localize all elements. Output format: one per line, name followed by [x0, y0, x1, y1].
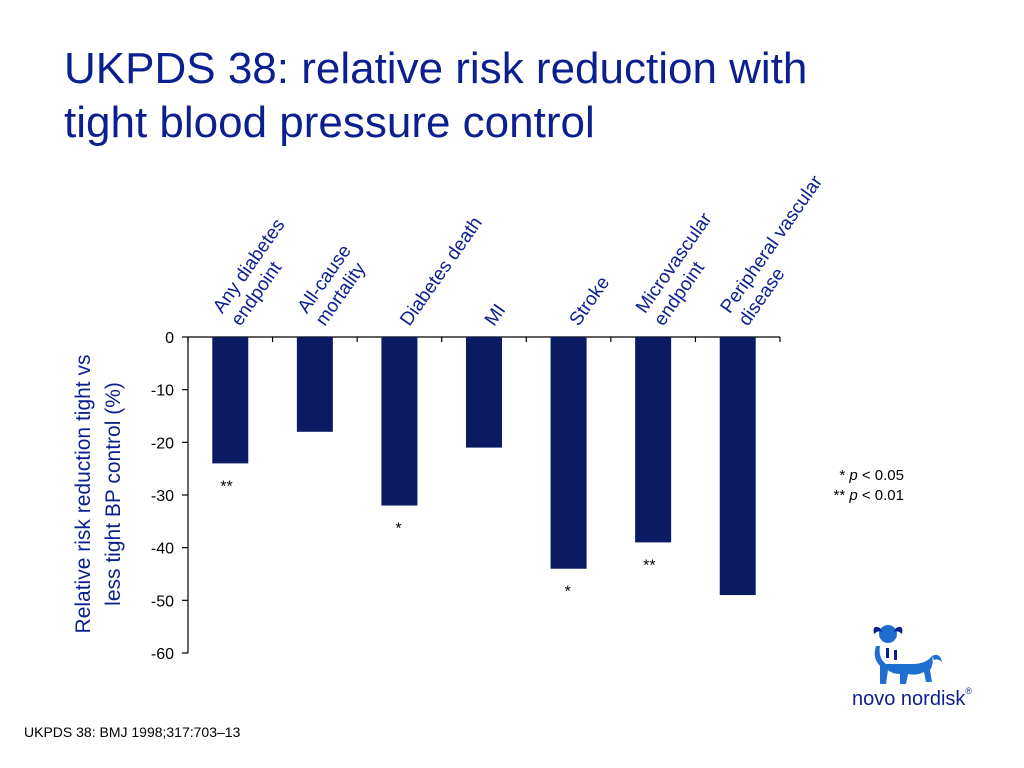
category-label: Stroke	[565, 273, 614, 330]
legend-1-value: < 0.05	[857, 467, 904, 484]
bar	[466, 337, 502, 448]
y-axis-label-line-2: less tight BP control (%)	[102, 382, 125, 606]
category-label: Diabetes death	[396, 213, 487, 330]
title-line-2: tight blood pressure control	[64, 98, 595, 147]
significance-label: **	[220, 478, 232, 495]
brand-name: novo nordisk	[852, 688, 966, 710]
bar-layer	[212, 337, 756, 596]
axis-layer: 0 -10 -20 -30 -40 -50 -60	[151, 330, 781, 663]
category-label-line: Stroke	[565, 273, 614, 330]
y-tick-label: -20	[151, 435, 174, 452]
y-tick-label: -30	[151, 488, 174, 505]
bar	[381, 337, 418, 506]
reference-footnote: UKPDS 38: BMJ 1998;317:703–13	[24, 724, 241, 740]
y-tick-label: -40	[151, 541, 174, 558]
category-label-line: MI	[481, 301, 510, 330]
y-tick-label: -60	[151, 646, 174, 663]
legend-line-1: * p < 0.05	[834, 466, 904, 486]
category-label-line: Diabetes death	[396, 213, 487, 330]
category-label: MI	[481, 301, 510, 330]
page-title: UKPDS 38: relative risk reduction with t…	[64, 42, 984, 150]
y-tick-label: 0	[165, 330, 174, 347]
legend-1-stars: *	[839, 467, 850, 484]
registered-mark: ®	[965, 686, 973, 696]
legend-2-value: < 0.01	[857, 487, 904, 504]
title-line-1: UKPDS 38: relative risk reduction with	[64, 44, 808, 93]
y-axis-label-line-1: Relative risk reduction tight vs	[72, 355, 95, 634]
bar	[635, 337, 672, 543]
significance-label-layer: ******	[220, 478, 655, 600]
bar	[296, 337, 333, 432]
bar	[550, 337, 587, 569]
significance-label: *	[565, 584, 571, 601]
legend-2-stars: **	[833, 487, 850, 504]
y-tick-label: -10	[151, 383, 174, 400]
legend-1-p: p	[849, 467, 858, 484]
significance-label: *	[395, 521, 401, 538]
significance-legend: * p < 0.05 ** p < 0.01	[834, 466, 904, 506]
bar	[212, 337, 249, 464]
bull-logo-icon	[873, 625, 942, 684]
y-tick-label: -50	[151, 593, 174, 610]
significance-label: **	[643, 557, 655, 574]
brand-logo-text: novo nordisk®	[852, 686, 973, 711]
bar	[719, 337, 756, 596]
legend-2-p: p	[849, 487, 858, 504]
legend-line-2: ** p < 0.01	[834, 486, 904, 506]
